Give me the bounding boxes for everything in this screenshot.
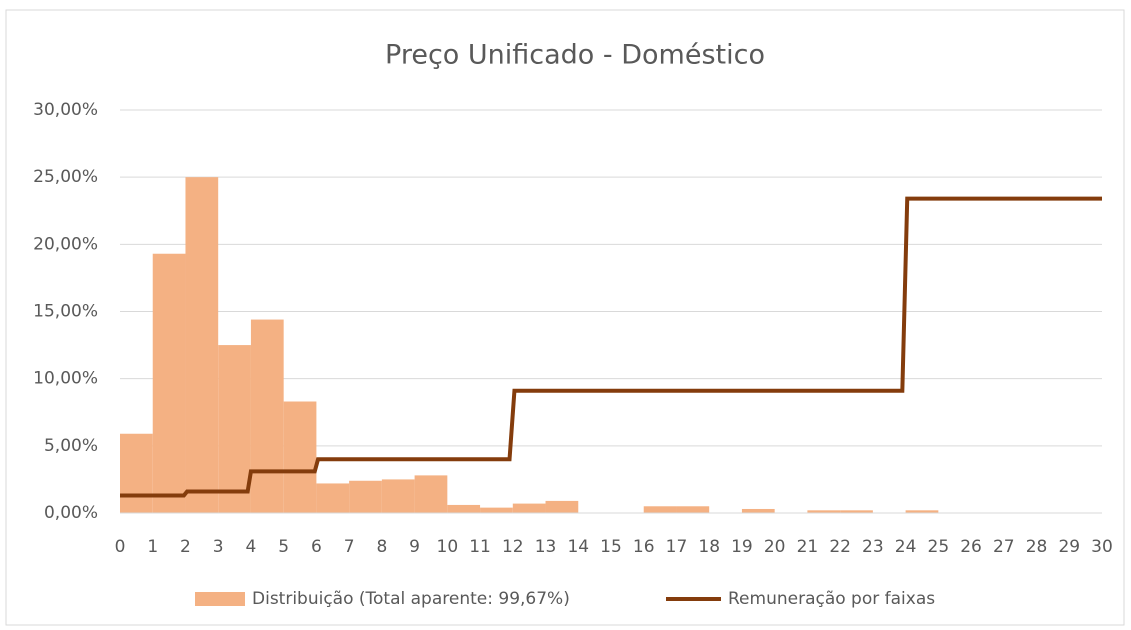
x-tick-label: 14 bbox=[567, 537, 589, 557]
histogram-bar bbox=[218, 345, 251, 513]
histogram-bar bbox=[512, 503, 546, 513]
histogram-bar bbox=[185, 177, 219, 513]
x-tick-label: 21 bbox=[797, 537, 819, 557]
histogram-bar bbox=[807, 510, 841, 513]
x-tick-label: 23 bbox=[862, 537, 884, 557]
legend-swatch bbox=[195, 592, 245, 606]
y-tick-label: 10,00% bbox=[33, 369, 98, 389]
x-tick-label: 7 bbox=[344, 537, 355, 557]
x-tick-label: 9 bbox=[409, 537, 420, 557]
histogram-bar bbox=[152, 253, 186, 513]
x-tick-label: 25 bbox=[928, 537, 950, 557]
histogram-bar bbox=[381, 479, 415, 513]
y-tick-label: 15,00% bbox=[33, 302, 98, 322]
x-tick-label: 11 bbox=[469, 537, 491, 557]
y-tick-label: 25,00% bbox=[33, 167, 98, 187]
x-tick-label: 20 bbox=[764, 537, 786, 557]
x-tick-label: 5 bbox=[278, 537, 289, 557]
x-tick-label: 16 bbox=[633, 537, 655, 557]
histogram-bar bbox=[643, 506, 677, 513]
x-tick-label: 19 bbox=[731, 537, 753, 557]
y-tick-label: 5,00% bbox=[44, 436, 98, 456]
x-tick-label: 18 bbox=[698, 537, 720, 557]
x-tick-label: 17 bbox=[666, 537, 688, 557]
histogram-bar bbox=[349, 480, 382, 513]
x-tick-label: 10 bbox=[437, 537, 459, 557]
x-tick-label: 6 bbox=[311, 537, 322, 557]
histogram-bar bbox=[316, 483, 350, 513]
legend-label: Distribuição (Total aparente: 99,67%) bbox=[252, 589, 570, 609]
histogram-bar bbox=[283, 401, 317, 513]
histogram-bar bbox=[414, 475, 448, 513]
x-tick-label: 2 bbox=[180, 537, 191, 557]
y-tick-label: 30,00% bbox=[33, 100, 98, 120]
histogram-bar bbox=[840, 510, 873, 513]
x-tick-label: 0 bbox=[115, 537, 126, 557]
legend-label: Remuneração por faixas bbox=[728, 589, 935, 609]
x-tick-label: 12 bbox=[502, 537, 524, 557]
histogram-bar bbox=[905, 510, 939, 513]
x-tick-label: 13 bbox=[535, 537, 557, 557]
x-tick-label: 1 bbox=[147, 537, 158, 557]
y-tick-label: 20,00% bbox=[33, 234, 98, 254]
x-tick-label: 3 bbox=[213, 537, 224, 557]
x-tick-label: 28 bbox=[1026, 537, 1048, 557]
x-tick-label: 22 bbox=[829, 537, 851, 557]
histogram-bar bbox=[545, 500, 579, 513]
x-tick-label: 4 bbox=[246, 537, 257, 557]
x-tick-label: 30 bbox=[1091, 537, 1113, 557]
line bbox=[120, 196, 1102, 498]
histogram-bar bbox=[120, 433, 153, 513]
x-tick-label: 24 bbox=[895, 537, 917, 557]
chart-title: Preço Unificado - Doméstico bbox=[385, 40, 765, 71]
x-tick-label: 26 bbox=[960, 537, 982, 557]
x-tick-label: 27 bbox=[993, 537, 1015, 557]
histogram-bar bbox=[447, 504, 481, 513]
histogram-bar bbox=[741, 508, 775, 513]
histogram-bar bbox=[250, 319, 284, 513]
histogram-bar bbox=[480, 507, 513, 513]
y-tick-label: 0,00% bbox=[44, 503, 98, 523]
x-tick-label: 8 bbox=[376, 537, 387, 557]
histogram-bar bbox=[676, 506, 710, 513]
x-tick-label: 29 bbox=[1058, 537, 1080, 557]
x-tick-label: 15 bbox=[600, 537, 622, 557]
